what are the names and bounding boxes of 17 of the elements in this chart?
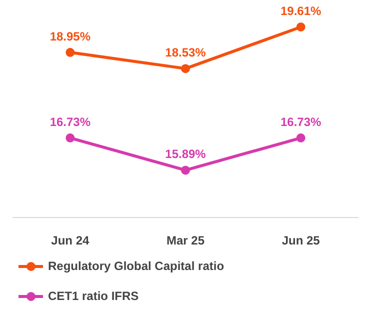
point <box>181 64 190 74</box>
point <box>296 22 306 32</box>
x-tick-label: Mar 25 <box>166 234 205 248</box>
point <box>66 133 75 142</box>
data-label: 16.73% <box>280 114 322 129</box>
point <box>296 133 306 142</box>
legend-label: Regulatory Global Capital ratio <box>48 259 224 273</box>
point <box>181 166 190 175</box>
data-label: 15.89% <box>165 147 206 162</box>
data-label: 19.61% <box>280 4 322 18</box>
point <box>66 48 75 57</box>
x-tick-label: Jun 25 <box>282 234 320 248</box>
legend-label: CET1 ratio IFRS <box>48 289 139 303</box>
data-label: 18.95% <box>50 29 91 44</box>
x-tick-label: Jun 24 <box>51 234 90 248</box>
data-label: 16.73% <box>50 114 91 129</box>
data-label: 18.53% <box>165 46 206 60</box>
